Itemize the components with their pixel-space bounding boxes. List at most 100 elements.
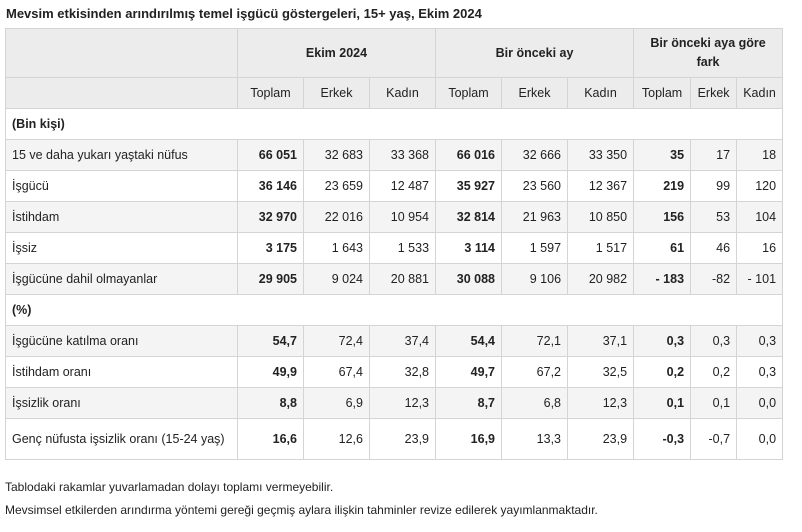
table-cell: 0,0 [736, 418, 784, 460]
table-cell: 0,2 [690, 356, 738, 388]
table-cell: 35 [633, 139, 692, 171]
column-header: Kadın [567, 77, 635, 109]
table-cell: 0,1 [690, 387, 738, 419]
table-cell: 54,7 [237, 325, 304, 357]
table-cell: 104 [736, 201, 784, 233]
table-cell: 8,7 [435, 387, 503, 419]
rate-values-body: İşgücüne katılma oranı 54,7 72,4 37,4 54,4 72… [5, 325, 784, 460]
column-header: Toplam [633, 77, 692, 109]
table-row: Genç nüfusta işsizlik oranı (15-24 yaş) 1… [5, 418, 784, 460]
footnote-rounding: Tablodaki rakamlar yuvarlamadan dolayı t… [5, 480, 334, 494]
table-cell: 3 114 [435, 232, 503, 264]
table-cell: 0,3 [690, 325, 738, 357]
table-cell: 20 982 [567, 263, 635, 295]
table-cell: 35 927 [435, 170, 503, 202]
table-cell: 16,9 [435, 418, 503, 460]
row-label: İşsiz [5, 232, 238, 264]
row-label: Genç nüfusta işsizlik oranı (15-24 yaş) [5, 418, 238, 460]
table-row: İşgücüne dahil olmayanlar 29 905 9 024 20 8… [5, 263, 784, 295]
table-cell: 10 954 [368, 201, 437, 233]
column-header: Erkek [690, 77, 738, 109]
table-cell: 37,1 [567, 325, 635, 357]
table-cell: 49,7 [435, 356, 503, 388]
column-header: Toplam [237, 77, 304, 109]
table-row: İstihdam 32 970 22 016 10 954 32 814 21 963 10… [5, 201, 784, 233]
table-cell: 23,9 [567, 418, 635, 460]
table-row: İşsiz 3 175 1 643 1 533 3 114 1 597 1 517 61 46 1… [5, 232, 784, 264]
table-cell: -82 [690, 263, 738, 295]
table-cell: 6,8 [501, 387, 569, 419]
table-cell: 12 487 [368, 170, 437, 202]
table-cell: 29 905 [237, 263, 304, 295]
table-cell: 21 963 [501, 201, 569, 233]
table-cell: 32,8 [368, 356, 437, 388]
table-cell: 1 597 [501, 232, 569, 264]
table-cell: 17 [690, 139, 738, 171]
table-cell: 1 533 [368, 232, 437, 264]
table-cell: 0,3 [736, 325, 784, 357]
row-label: İstihdam [5, 201, 238, 233]
header-corner-sub [5, 77, 238, 109]
table-cell: 8,8 [237, 387, 304, 419]
table-row: İşgücüne katılma oranı 54,7 72,4 37,4 54,4 72… [5, 325, 784, 357]
table-cell: 12,3 [368, 387, 437, 419]
table-cell: 99 [690, 170, 738, 202]
table-cell: 22 016 [303, 201, 370, 233]
table-cell: 23 560 [501, 170, 569, 202]
table-cell: 53 [690, 201, 738, 233]
table-cell: 0,0 [736, 387, 784, 419]
table-cell: 33 368 [368, 139, 437, 171]
table-cell: 20 881 [368, 263, 437, 295]
table-cell: 12,3 [567, 387, 635, 419]
section-row: (%) [4, 294, 784, 326]
table-row: İstihdam oranı 49,9 67,4 32,8 49,7 67,2 32,5 0,… [5, 356, 784, 388]
row-label: İşgücü [5, 170, 238, 202]
table-cell: 67,2 [501, 356, 569, 388]
table-cell: 12,6 [303, 418, 370, 460]
row-label: 15 ve daha yukarı yaştaki nüfus [5, 139, 238, 171]
table-row: İşsizlik oranı 8,8 6,9 12,3 8,7 6,8 12,3 0,1 0,1… [5, 387, 784, 419]
section-label-thousand-persons: (Bin kişi) [4, 108, 784, 140]
table-cell: 49,9 [237, 356, 304, 388]
table-cell: 23,9 [368, 418, 437, 460]
table-cell: 30 088 [435, 263, 503, 295]
table-cell: 33 350 [567, 139, 635, 171]
header-group-difference: Bir önceki aya göre fark [633, 28, 784, 78]
table-cell: 219 [633, 170, 692, 202]
table-cell: 61 [633, 232, 692, 264]
table-cell: 66 016 [435, 139, 503, 171]
header-group-row: Ekim 2024 Bir önceki ay Bir önceki aya g… [5, 28, 784, 78]
table-cell: 10 850 [567, 201, 635, 233]
table-cell: - 101 [736, 263, 784, 295]
table-cell: 0,1 [633, 387, 692, 419]
table-cell: 0,2 [633, 356, 692, 388]
table-cell: 32 683 [303, 139, 370, 171]
section-label-percent: (%) [4, 294, 784, 326]
header-group-current: Ekim 2024 [236, 28, 437, 78]
table-cell: 23 659 [303, 170, 370, 202]
table-cell: 16 [736, 232, 784, 264]
table-cell: 9 106 [501, 263, 569, 295]
header-group-previous: Bir önceki ay [435, 28, 635, 78]
table-cell: 72,1 [501, 325, 569, 357]
table-cell: 32 666 [501, 139, 569, 171]
column-header: Kadın [368, 77, 437, 109]
row-label: İşsizlik oranı [5, 387, 238, 419]
table-cell: 9 024 [303, 263, 370, 295]
table-cell: 1 643 [303, 232, 370, 264]
table-cell: 66 051 [237, 139, 304, 171]
table-cell: 32 814 [435, 201, 503, 233]
table-row: 15 ve daha yukarı yaştaki nüfus 66 051 32 … [5, 139, 784, 171]
table-cell: 46 [690, 232, 738, 264]
table-cell: 37,4 [368, 325, 437, 357]
row-label: İşgücüne katılma oranı [5, 325, 238, 357]
table-cell: 54,4 [435, 325, 503, 357]
table-cell: 12 367 [567, 170, 635, 202]
table-cell: 32 970 [237, 201, 304, 233]
table-cell: 16,6 [237, 418, 304, 460]
table-title: Mevsim etkisinden arındırılmış temel işg… [6, 6, 482, 21]
table-cell: 67,4 [303, 356, 370, 388]
table-cell: 32,5 [567, 356, 635, 388]
table-cell: 72,4 [303, 325, 370, 357]
